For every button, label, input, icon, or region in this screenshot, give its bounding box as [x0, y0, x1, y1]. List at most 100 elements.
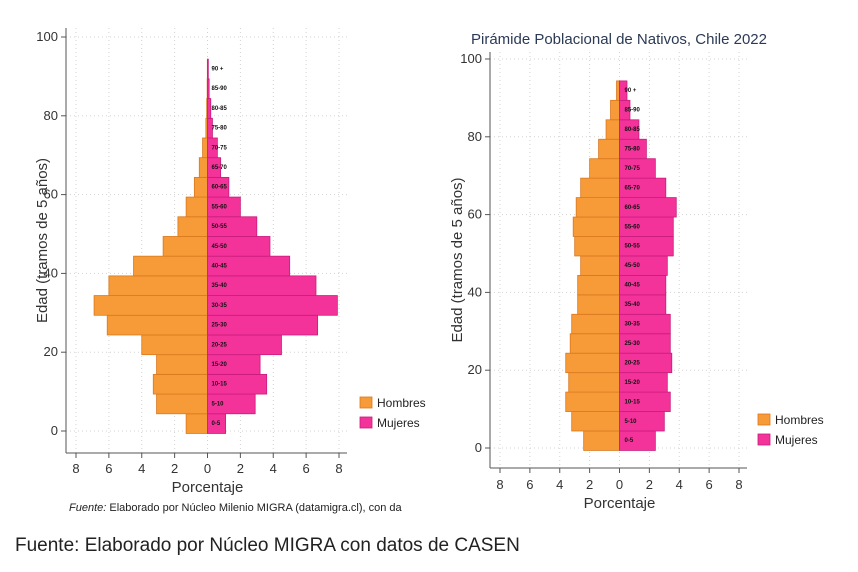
- y-tick-label: 60: [468, 207, 482, 222]
- age-group-label: 30-35: [212, 303, 228, 309]
- age-group-label: 85-90: [625, 108, 641, 114]
- age-group-label: 80-85: [212, 106, 228, 112]
- age-group-label: 5-10: [212, 401, 225, 407]
- age-group-label: 10-15: [625, 399, 641, 405]
- age-group-label: 50-55: [212, 224, 228, 230]
- age-group-label: 75-80: [625, 146, 641, 152]
- y-tick-label: 0: [51, 423, 58, 438]
- bar-hombres: [177, 216, 208, 237]
- bar-hombres: [568, 372, 620, 393]
- age-group-label: 90 +: [625, 88, 637, 94]
- bar-hombres: [580, 255, 620, 276]
- age-group-label: 10-15: [212, 382, 228, 388]
- age-group-label: 0-5: [625, 438, 634, 444]
- age-group-label: 35-40: [212, 283, 228, 289]
- x-tick-label: 2: [646, 477, 653, 492]
- age-group-label: 20-25: [212, 342, 228, 348]
- age-group-label: 25-30: [212, 323, 228, 329]
- age-group-label: 35-40: [625, 302, 641, 308]
- x-tick-label: 2: [237, 461, 244, 476]
- age-group-label: 15-20: [625, 380, 641, 386]
- bar-mujeres: [207, 98, 212, 119]
- age-group-label: 70-75: [212, 145, 228, 151]
- bar-hombres: [577, 274, 620, 296]
- age-group-label: 5-10: [625, 419, 638, 425]
- chart-panel-2: 0-5 5-10 10-15 15-20 20-25 25-30 30-35 35-40 40-…: [449, 31, 824, 512]
- y-tick-label: 20: [468, 362, 482, 377]
- y-axis-title: Edad (tramos de 5 años): [34, 158, 51, 323]
- bar-hombres: [141, 334, 208, 356]
- age-group-label: 30-35: [625, 322, 641, 328]
- x-tick-label: 8: [496, 477, 503, 492]
- legend-swatch-hombres: [757, 413, 771, 426]
- legend-label-mujeres: Mujeres: [377, 416, 420, 430]
- bar-hombres: [202, 137, 208, 159]
- bar-hombres: [610, 99, 620, 121]
- legend-label-hombres: Hombres: [377, 396, 426, 410]
- age-group-label: 25-30: [625, 341, 641, 347]
- bar-hombres: [193, 176, 208, 198]
- x-tick-label: 4: [270, 461, 277, 476]
- source-note: Fuente: Elaborado por Núcleo Milenio MIG…: [69, 502, 402, 514]
- bar-hombres: [569, 333, 620, 354]
- age-group-label: 0-5: [212, 421, 221, 427]
- bar-mujeres: [207, 78, 210, 99]
- bar-hombres: [605, 119, 620, 140]
- bar-hombres: [616, 80, 620, 101]
- bar-hombres: [162, 236, 208, 257]
- age-group-label: 70-75: [625, 166, 641, 172]
- age-group-label: 55-60: [625, 224, 641, 230]
- bar-hombres: [577, 294, 620, 315]
- x-tick-label: 6: [105, 461, 112, 476]
- x-axis-title: Porcentaje: [584, 495, 656, 512]
- bar-mujeres: [207, 295, 338, 316]
- age-group-label: 65-70: [625, 185, 641, 191]
- x-tick-label: 8: [335, 461, 342, 476]
- bar-hombres: [133, 255, 208, 277]
- age-group-label: 40-45: [625, 283, 641, 289]
- chart-title: Pirámide Poblacional de Nativos, Chile 2…: [471, 31, 767, 48]
- age-group-label: 15-20: [212, 362, 228, 368]
- bar-hombres: [571, 411, 620, 432]
- bar-hombres: [156, 393, 208, 415]
- y-tick-label: 80: [468, 129, 482, 144]
- age-group-label: 65-70: [212, 165, 228, 171]
- bar-hombres: [571, 313, 620, 335]
- legend-swatch-mujeres: [359, 416, 373, 429]
- bar-hombres: [198, 157, 208, 178]
- age-group-label: 80-85: [625, 127, 641, 133]
- y-axis-title: Edad (tramos de 5 años): [449, 177, 466, 342]
- bar-hombres: [598, 138, 620, 160]
- figure-caption: Fuente: Elaborado por Núcleo MIGRA con d…: [15, 535, 520, 556]
- x-tick-label: 2: [586, 477, 593, 492]
- bar-hombres: [572, 216, 620, 237]
- bar-hombres: [108, 275, 208, 296]
- x-tick-label: 6: [526, 477, 533, 492]
- age-group-label: 55-60: [212, 204, 228, 210]
- bar-hombres: [580, 177, 620, 198]
- x-tick-label: 8: [72, 461, 79, 476]
- x-tick-label: 4: [676, 477, 683, 492]
- age-group-label: 90 +: [212, 67, 224, 73]
- age-group-label: 50-55: [625, 244, 641, 250]
- bar-hombres: [106, 314, 208, 336]
- x-tick-label: 4: [138, 461, 145, 476]
- legend-swatch-hombres: [359, 396, 373, 409]
- age-group-label: 60-65: [625, 205, 641, 211]
- x-tick-label: 0: [204, 461, 211, 476]
- age-group-label: 60-65: [212, 185, 228, 191]
- y-tick-label: 40: [44, 265, 58, 280]
- y-tick-label: 20: [44, 344, 58, 359]
- legend-label-hombres: Hombres: [775, 413, 824, 427]
- bar-hombres: [583, 430, 620, 451]
- bar-hombres: [565, 352, 620, 374]
- legend-label-mujeres: Mujeres: [775, 433, 818, 447]
- legend-swatch-mujeres: [757, 433, 771, 446]
- bar-hombres: [185, 196, 208, 218]
- y-tick-label: 80: [44, 108, 58, 123]
- x-axis-title: Porcentaje: [172, 479, 244, 496]
- x-tick-label: 0: [616, 477, 623, 492]
- age-group-label: 75-80: [212, 126, 228, 132]
- y-tick-label: 100: [460, 51, 482, 66]
